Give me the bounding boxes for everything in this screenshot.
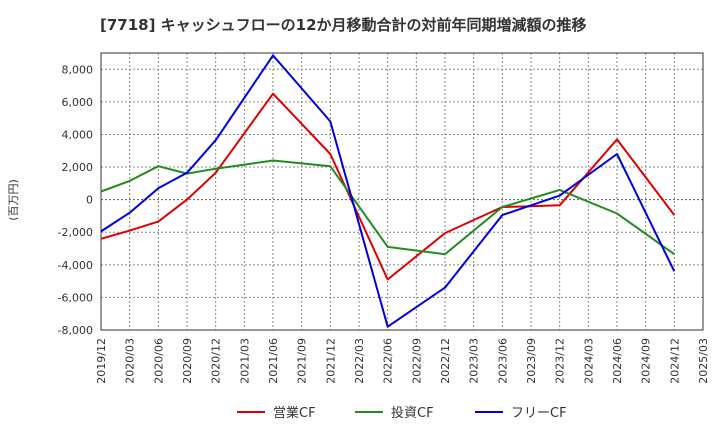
x-tick-label: 2020/03	[124, 338, 137, 384]
x-tick-label: 2020/06	[152, 338, 165, 384]
axes: -8,000 -6,000 -4,000 -2,000 0 2,000 4,000 6,000…	[58, 52, 710, 384]
series-line	[100, 92, 676, 281]
x-tick-label: 2021/09	[296, 338, 309, 384]
x-tick-label: 2023/06	[496, 338, 509, 384]
grid	[100, 53, 704, 331]
x-tick-label: 2021/03	[238, 338, 251, 384]
legend-label: 投資CF	[391, 405, 434, 421]
x-tick-label: 2020/12	[210, 338, 223, 384]
y-tick-label: 4,000	[62, 128, 94, 141]
x-tick-label: 2025/03	[697, 338, 710, 384]
x-tick-label: 2024/09	[640, 338, 653, 384]
y-axis-label: (百万円)	[7, 179, 20, 221]
x-tick-label: 2021/12	[324, 338, 337, 384]
x-tick-label: 2021/06	[267, 338, 280, 384]
series-lines	[100, 54, 676, 328]
x-tick-label: 2023/12	[554, 338, 567, 384]
x-tick-label: 2024/03	[582, 338, 595, 384]
x-tick-label: 2024/06	[611, 338, 624, 384]
x-tick-label: 2019/12	[95, 338, 108, 384]
x-tick-label: 2023/09	[525, 338, 538, 384]
legend: 営業CF 投資CF フリーCF	[237, 405, 567, 421]
y-tick-label: -2,000	[58, 226, 93, 239]
chart-title: [7718] キャッシュフローの12か月移動合計の対前年同期増減額の推移	[100, 16, 587, 34]
plot-frame	[100, 52, 704, 331]
x-tick-label: 2022/06	[382, 338, 395, 384]
series-line	[100, 159, 675, 256]
y-tick-label: 2,000	[62, 161, 94, 174]
y-tick-label: -4,000	[58, 259, 93, 272]
x-tick-label: 2022/12	[439, 338, 452, 384]
y-tick-label: 0	[86, 194, 93, 207]
legend-label: 営業CF	[273, 405, 316, 421]
x-tick-label: 2020/09	[181, 338, 194, 384]
x-tick-label: 2022/09	[410, 338, 423, 384]
series-line	[100, 54, 676, 328]
y-tick-label: 6,000	[62, 96, 94, 109]
y-tick-label: -6,000	[58, 291, 93, 304]
x-tick-label: 2023/03	[468, 338, 481, 384]
y-tick-label: -8,000	[58, 324, 93, 337]
legend-label: フリーCF	[511, 406, 567, 421]
x-tick-label: 2024/12	[668, 338, 681, 384]
x-tick-label: 2022/03	[353, 338, 366, 384]
y-tick-label: 8,000	[62, 63, 94, 76]
